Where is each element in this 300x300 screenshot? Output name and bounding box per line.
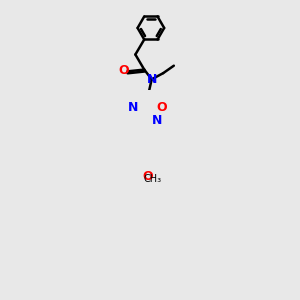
- Text: O: O: [118, 64, 129, 77]
- Text: O: O: [142, 170, 153, 183]
- Text: N: N: [152, 115, 163, 128]
- Text: N: N: [146, 73, 157, 86]
- Text: O: O: [156, 101, 167, 114]
- Text: CH₃: CH₃: [143, 174, 162, 184]
- Text: N: N: [128, 101, 138, 114]
